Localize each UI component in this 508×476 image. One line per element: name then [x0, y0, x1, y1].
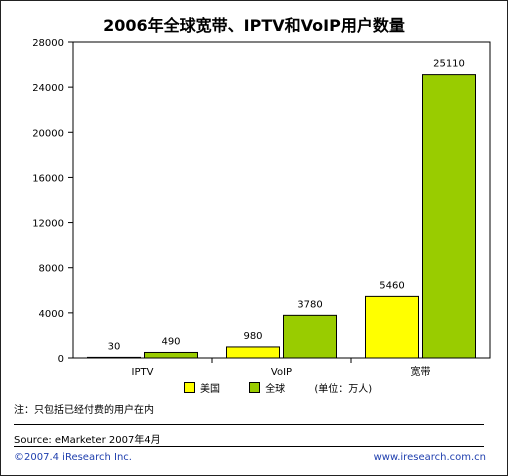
divider-top — [14, 424, 484, 425]
data-label: 25110 — [433, 59, 465, 70]
data-label: 30 — [108, 341, 121, 352]
legend: 美国 全球 (单位：万人) — [184, 380, 372, 395]
legend-item-global: 全球 — [249, 380, 285, 395]
divider-bottom — [14, 446, 484, 447]
x-tick-label: VoIP — [271, 367, 292, 378]
y-tick-label: 28000 — [32, 38, 64, 49]
bar — [144, 351, 198, 359]
data-label: 3780 — [297, 299, 322, 310]
bar — [283, 314, 337, 359]
legend-label-us: 美国 — [200, 384, 220, 395]
chart-title: 2006年全球宽带、IPTV和VoIP用户数量 — [103, 16, 405, 35]
data-label: 5460 — [379, 280, 404, 291]
website-text: www.iresearch.com.cn — [373, 452, 486, 463]
legend-swatch-global — [249, 382, 261, 393]
y-tick-label: 4000 — [39, 309, 64, 320]
y-tick-label: 24000 — [32, 83, 64, 94]
y-tick-label: 8000 — [39, 264, 64, 275]
legend-swatch-us — [184, 382, 195, 393]
x-tick-label: 宽带 — [411, 365, 431, 378]
legend-item-us: 美国 — [184, 380, 220, 395]
copyright-text: ©2007.4 iResearch Inc. — [14, 452, 132, 463]
bar — [226, 346, 280, 359]
y-tick-label: 0 — [58, 354, 64, 365]
y-tick-label: 12000 — [32, 219, 64, 230]
data-label: 980 — [243, 331, 262, 342]
plot-area — [72, 41, 491, 359]
source-text: Source: eMarketer 2007年4月 — [14, 435, 161, 446]
unit-label: (单位：万人) — [314, 384, 373, 395]
bar — [422, 74, 476, 359]
footnote: 注：只包括已经付费的用户在内 — [14, 405, 154, 416]
y-tick-label: 16000 — [32, 173, 64, 184]
bar — [365, 295, 419, 359]
data-label: 490 — [161, 336, 180, 347]
bar-chart: 0 4000 8000 12000 16000 20000 24000 28000 IPTV 30… — [32, 38, 491, 378]
legend-label-global: 全球 — [265, 384, 286, 395]
y-tick-label: 20000 — [32, 128, 64, 139]
bar — [87, 356, 141, 359]
x-tick-label: IPTV — [132, 367, 154, 378]
